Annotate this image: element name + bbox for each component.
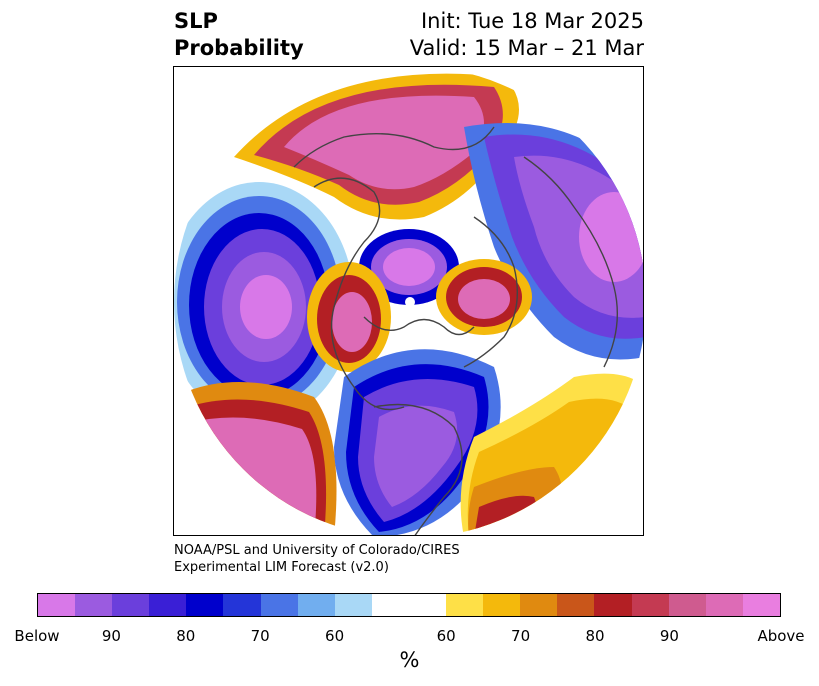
credit: NOAA/PSL and University of Colorado/CIRE… <box>174 542 460 576</box>
colorbar-segment <box>631 594 669 616</box>
valid-range: Valid: 15 Mar – 21 Mar <box>409 36 644 60</box>
probability-field <box>174 67 643 535</box>
init-date: Init: Tue 18 Mar 2025 <box>420 9 644 33</box>
colorbar-segment <box>483 594 521 616</box>
colorbar-segment <box>371 594 447 616</box>
colorbar-units: % <box>399 648 420 672</box>
coastlines <box>293 126 618 535</box>
title-left: SLP Probability <box>174 8 304 62</box>
colorbar-segment <box>223 594 261 616</box>
colorbar-segment <box>75 594 113 616</box>
colorbar-ticks: Below 90 80 70 60 60 70 80 90 Above <box>0 627 819 647</box>
colorbar-segment <box>149 594 187 616</box>
colorbar-tick-label: 90 <box>659 627 679 645</box>
colorbar-segment <box>668 594 706 616</box>
north-pole-marker <box>405 297 415 307</box>
credit-line-2: Experimental LIM Forecast (v2.0) <box>174 560 389 575</box>
title-variable: SLP <box>174 9 218 33</box>
colorbar-tick-label: 80 <box>585 627 605 645</box>
colorbar-segment <box>520 594 558 616</box>
colorbar-tick-label: 90 <box>101 627 121 645</box>
map-frame <box>173 66 644 536</box>
colorbar-tick-label: 80 <box>176 627 196 645</box>
colorbar-segment <box>594 594 632 616</box>
colorbar-segment <box>112 594 150 616</box>
colorbar-tick-label: Above <box>757 627 805 645</box>
colorbar-segment <box>742 594 780 616</box>
colorbar-tick-label: 70 <box>250 627 270 645</box>
colorbar <box>37 593 781 617</box>
polar-map <box>174 67 643 535</box>
title-right: Init: Tue 18 Mar 2025 Valid: 15 Mar – 21… <box>410 8 644 62</box>
colorbar-tick-label: 70 <box>511 627 531 645</box>
colorbar-segment <box>186 594 224 616</box>
colorbar-segment <box>334 594 372 616</box>
colorbar-tick-label: 60 <box>436 627 456 645</box>
colorbar-segment <box>446 594 484 616</box>
title-quantity: Probability <box>174 36 304 60</box>
colorbar-segment <box>260 594 298 616</box>
colorbar-segment <box>297 594 335 616</box>
colorbar-segment <box>705 594 743 616</box>
credit-line-1: NOAA/PSL and University of Colorado/CIRE… <box>174 543 460 558</box>
colorbar-tick-label: Below <box>14 627 60 645</box>
colorbar-segment <box>38 594 76 616</box>
colorbar-tick-label: 60 <box>325 627 345 645</box>
colorbar-segment <box>557 594 595 616</box>
